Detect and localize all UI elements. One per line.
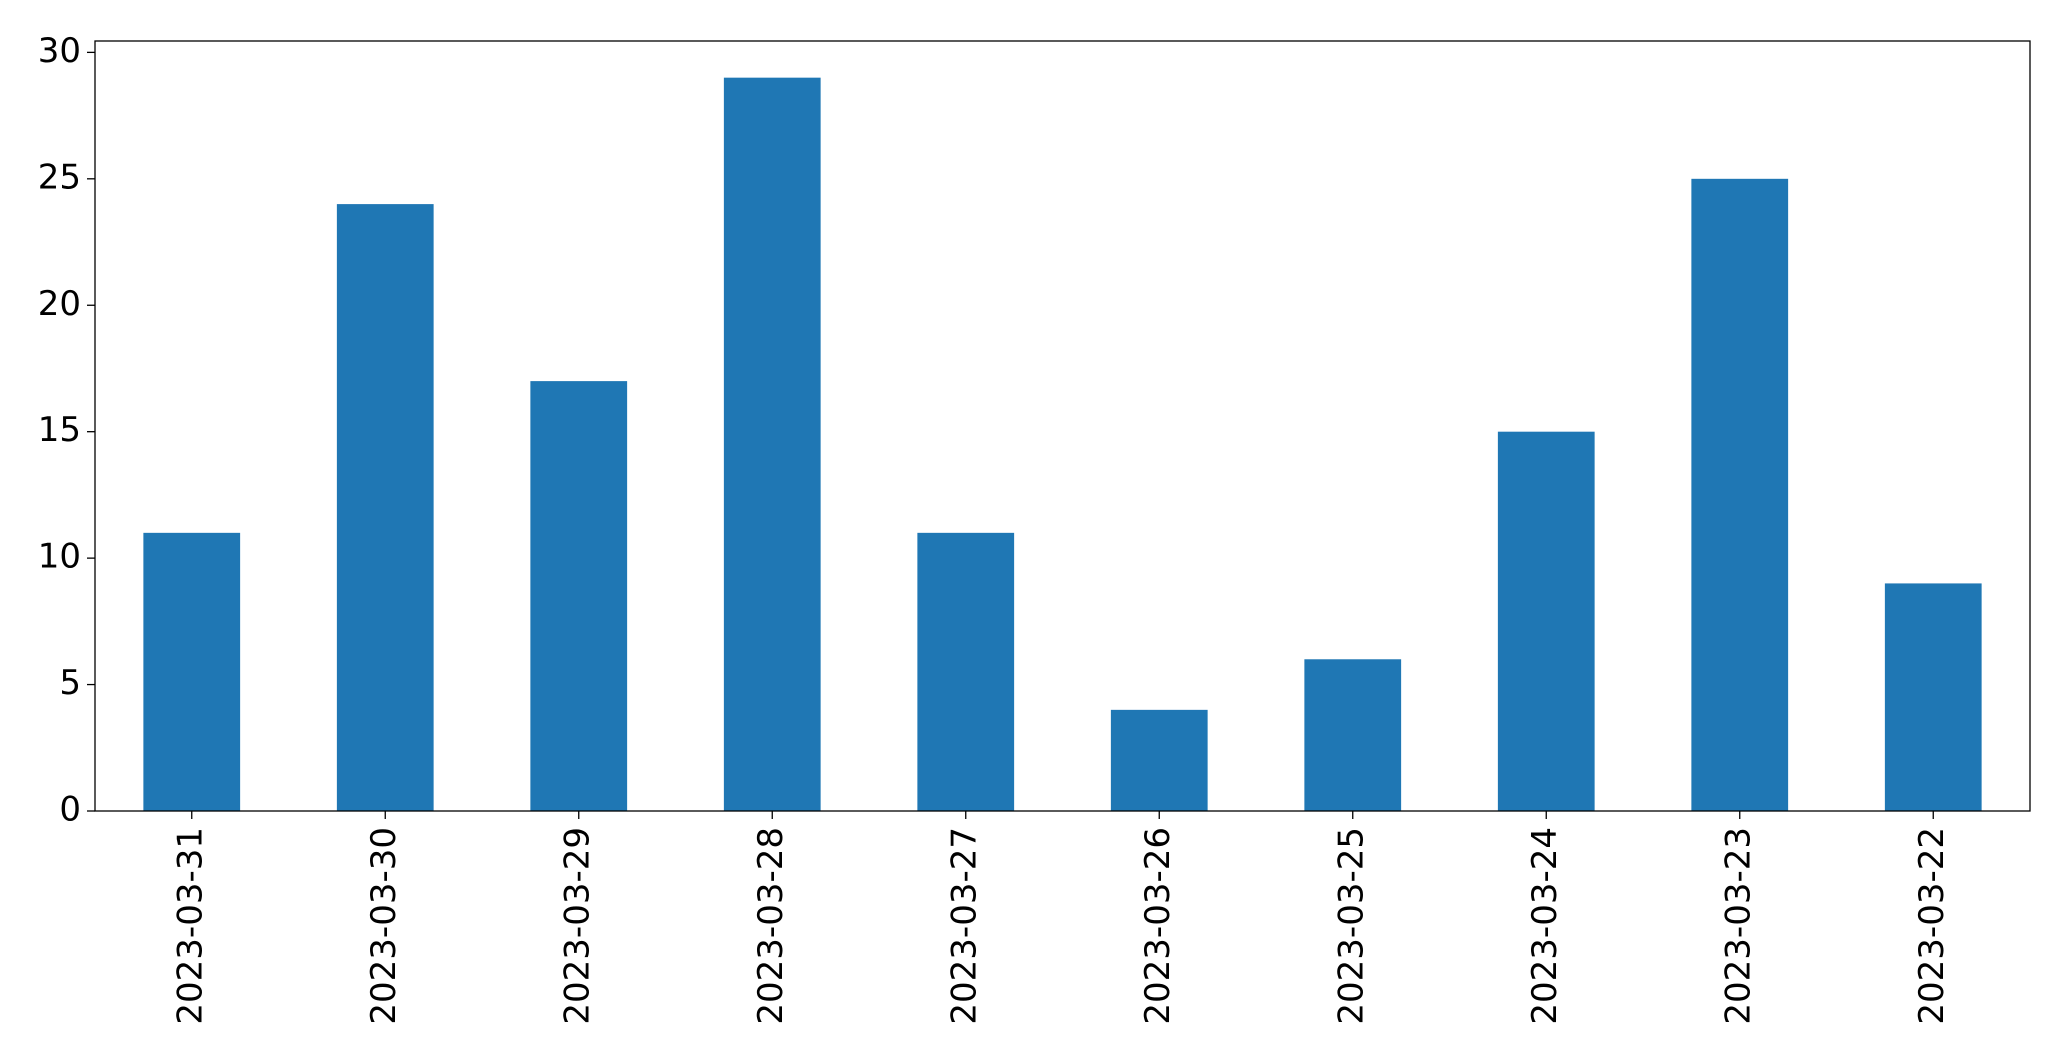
x-tick-label: 2023-03-24 (1525, 827, 1565, 1025)
bar (1884, 583, 1982, 811)
y-tick-label: 10 (38, 537, 81, 577)
x-tick-label: 2023-03-23 (1718, 827, 1758, 1025)
bar (1304, 659, 1402, 811)
bar (336, 204, 434, 811)
y-tick-label: 30 (38, 31, 81, 71)
y-tick-label: 15 (38, 410, 81, 450)
bar (1110, 709, 1208, 811)
x-tick-label: 2023-03-28 (751, 827, 791, 1025)
bar (530, 381, 628, 811)
x-tick-label: 2023-03-31 (170, 827, 210, 1025)
y-tick-label: 25 (38, 157, 81, 197)
x-tick-label: 2023-03-29 (557, 827, 597, 1025)
bar (1691, 178, 1789, 811)
y-tick-label: 20 (38, 284, 81, 324)
x-tick-label: 2023-03-25 (1331, 827, 1371, 1025)
x-tick-label: 2023-03-26 (1138, 827, 1178, 1025)
bar (917, 532, 1015, 811)
plot-frame (94, 40, 2031, 812)
y-tick-label: 0 (59, 790, 81, 830)
bar (723, 77, 821, 811)
x-tick-label: 2023-03-27 (944, 827, 984, 1025)
x-tick-label: 2023-03-22 (1912, 827, 1952, 1025)
bar (1497, 431, 1595, 811)
x-tick-label: 2023-03-30 (364, 827, 404, 1025)
bar (143, 532, 241, 811)
y-tick-label: 5 (59, 663, 81, 703)
